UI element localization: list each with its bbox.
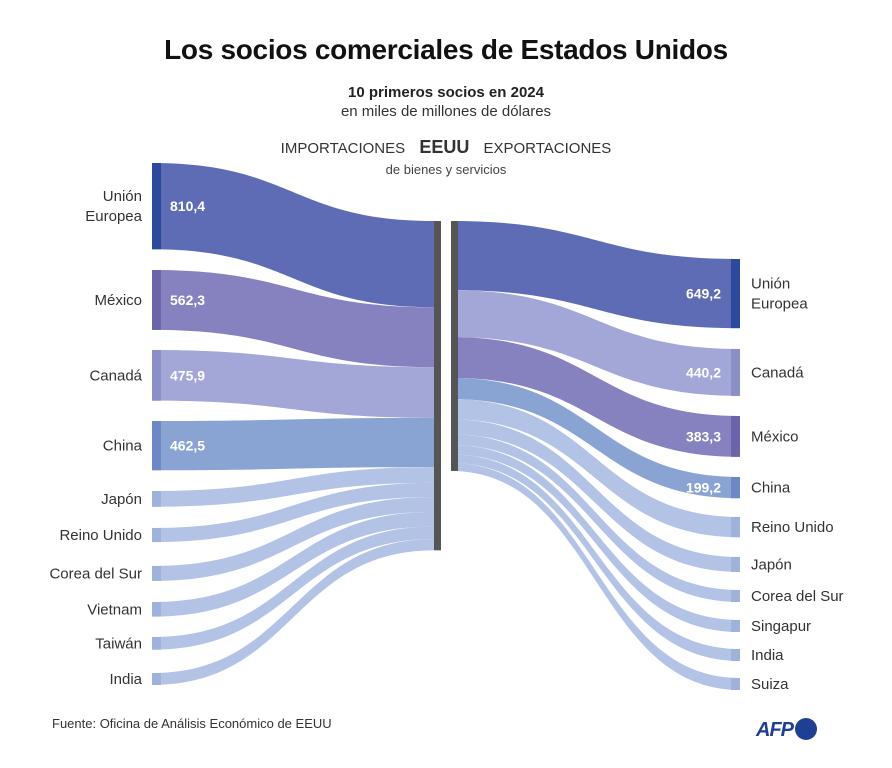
export-node-singapur [731,620,740,632]
export-node-reino-unido [731,517,740,538]
import-flow-corea-del-sur [152,496,434,581]
export-flow-reino-unido [451,399,740,538]
import-node-m-xico [152,270,161,330]
import-label-m-xico: México [94,292,142,309]
chart-title: Los socios comerciales de Estados Unidos [164,34,728,65]
export-label-canad-: Canadá [751,364,804,381]
export-flow-corea-del-sur [451,434,740,602]
import-flow-vietnam [152,511,434,617]
import-node-reino-unido [152,528,161,543]
export-label-uni-n-europea: Unión [751,276,790,293]
import-label-india: India [109,671,142,688]
afp-logo-text: AFP [756,719,794,741]
import-value-m-xico: 562,3 [170,292,205,308]
import-node-china [152,421,161,471]
import-flow-uni-n-europea [152,163,434,308]
import-node-india [152,673,161,685]
us-heading: EEUU [419,137,470,157]
import-label-canad-: Canadá [89,367,142,384]
import-node-vietnam [152,602,161,617]
import-label-jap-n: Japón [101,491,142,508]
export-node-m-xico [731,416,740,457]
export-node-corea-del-sur [731,590,740,602]
import-label-uni-n-europea: Europea [85,208,142,225]
afp-logo-dot-icon [795,718,817,740]
export-value-m-xico: 383,3 [686,428,721,444]
export-flow-india [451,454,740,661]
import-value-uni-n-europea: 810,4 [170,198,205,214]
export-flow-jap-n [451,419,740,572]
export-label-suiza: Suiza [751,676,789,693]
chart-unit: en miles de millones de dólares [340,103,552,120]
import-label-vietnam: Vietnam [87,601,142,618]
export-node-suiza [731,678,740,690]
flow-note: de bienes y servicios [385,162,507,177]
import-flow-m-xico [152,270,434,368]
export-node-china [731,477,740,499]
export-label-jap-n: Japón [751,556,792,573]
import-label-uni-n-europea: Unión [103,188,142,205]
import-node-taiw-n [152,637,161,650]
export-label-india: India [751,647,784,664]
import-flow-jap-n [152,467,434,507]
import-label-corea-del-sur: Corea del Sur [49,565,142,582]
export-label-reino-unido: Reino Unido [751,519,834,536]
import-label-taiw-n: Taiwán [95,635,142,652]
us-export-bar [451,221,458,471]
export-flow-singapur [451,444,740,632]
export-value-china: 199,2 [686,480,721,496]
source-note: Fuente: Oficina de Análisis Económico de… [52,716,332,731]
export-node-uni-n-europea [731,259,740,329]
export-label-singapur: Singapur [751,618,811,635]
export-label-china: China [751,480,791,497]
export-flow-china [451,377,740,499]
import-flow-india [152,539,434,685]
import-node-jap-n [152,491,161,507]
import-label-reino-unido: Reino Unido [59,527,142,544]
import-flow-canad- [152,350,434,418]
flow-header: IMPORTACIONES EEUU EXPORTACIONES [0,137,892,158]
export-node-india [731,649,740,661]
import-node-uni-n-europea [152,163,161,250]
import-label-china: China [103,438,143,455]
us-import-bar [434,221,441,551]
export-node-canad- [731,349,740,396]
import-flow-china [152,417,434,471]
chart-subtitle: 10 primeros socios en 2024 [348,84,544,101]
exports-heading: EXPORTACIONES [483,140,612,157]
import-node-corea-del-sur [152,566,161,581]
export-value-uni-n-europea: 649,2 [686,286,721,302]
export-flow-m-xico [451,337,740,457]
import-flow-taiw-n [152,526,434,650]
import-value-china: 462,5 [170,438,205,454]
export-node-jap-n [731,557,740,572]
export-label-m-xico: México [751,428,799,445]
export-value-canad-: 440,2 [686,364,721,380]
export-flow-canad- [451,290,740,396]
export-flow-uni-n-europea [451,221,740,329]
afp-logo: AFP [756,718,817,744]
export-label-uni-n-europea: Europea [751,296,808,313]
import-flow-reino-unido [152,482,434,543]
export-label-corea-del-sur: Corea del Sur [751,588,844,605]
imports-heading: IMPORTACIONES [280,140,406,157]
import-value-canad-: 475,9 [170,367,205,383]
export-flow-suiza [451,462,740,690]
import-node-canad- [152,350,161,401]
